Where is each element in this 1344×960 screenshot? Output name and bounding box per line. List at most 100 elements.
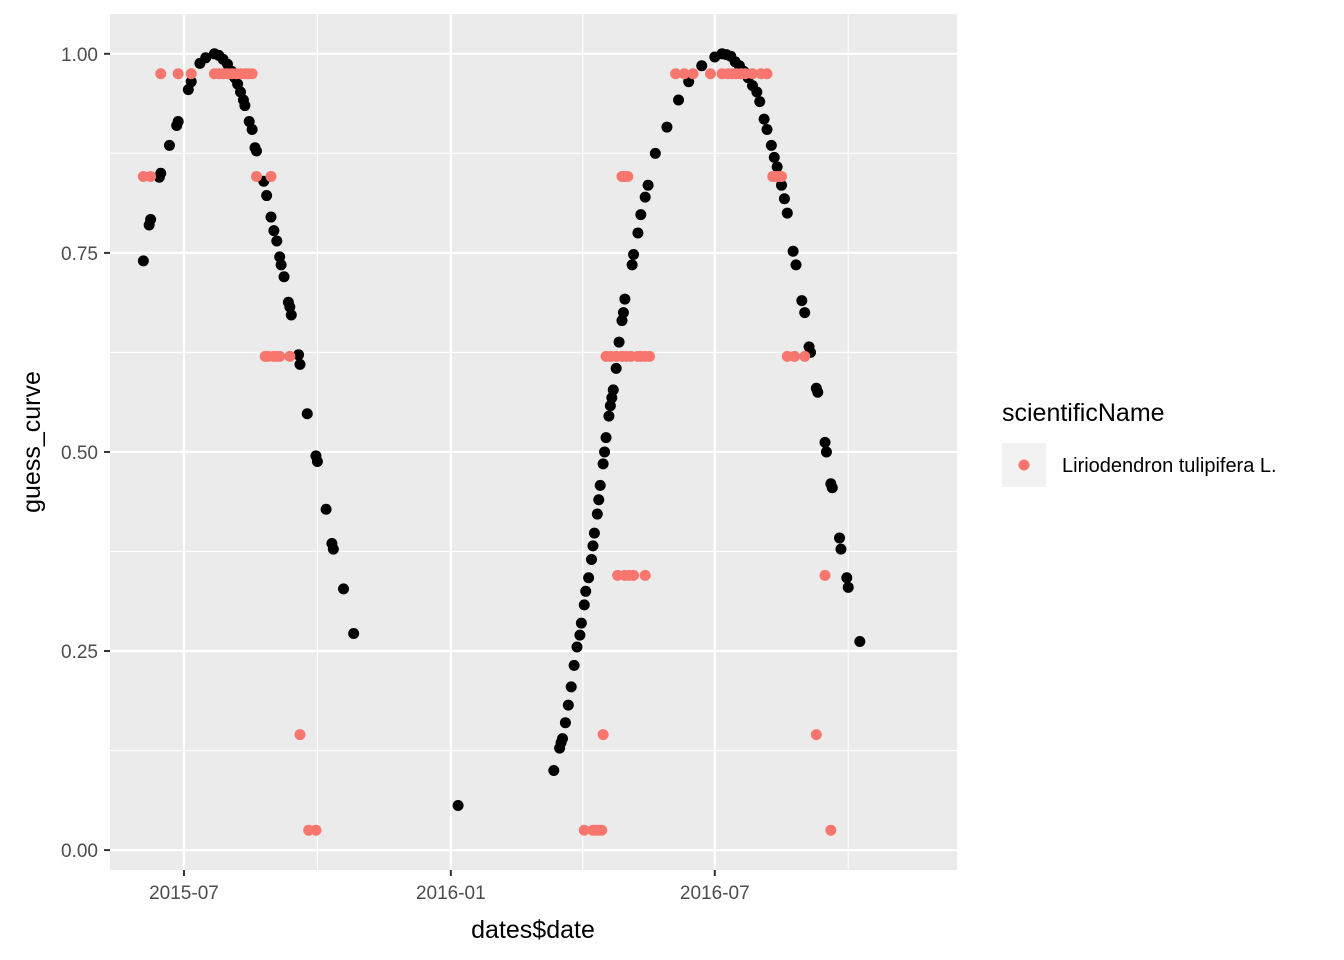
legend-label: Liriodendron tulipifera L. <box>1062 455 1277 477</box>
observation-point <box>310 824 322 836</box>
observation-point <box>597 729 609 741</box>
guess-curve-point <box>155 167 167 179</box>
guess-curve-point <box>548 764 560 776</box>
guess-curve-point <box>593 494 605 506</box>
guess-curve-point <box>320 503 332 515</box>
guess-curve-point <box>854 635 866 647</box>
guess-curve-point <box>562 699 574 711</box>
guess-curve-point <box>285 309 297 321</box>
observation-point <box>155 68 167 80</box>
guess-curve-point <box>271 235 283 247</box>
guess-curve-point <box>246 123 258 135</box>
guess-curve-point <box>812 386 824 398</box>
x-tick-label: 2015-07 <box>149 883 219 904</box>
guess-curve-point <box>583 572 595 584</box>
guess-curve-point <box>574 629 586 641</box>
x-tick-label: 2016-01 <box>416 883 486 904</box>
guess-curve-point <box>754 96 766 108</box>
guess-curve-point <box>781 207 793 219</box>
guess-curve-point <box>642 179 654 191</box>
y-tick-label: 0.25 <box>61 642 98 663</box>
guess-curve-point <box>275 259 287 271</box>
observation-point <box>799 350 811 362</box>
observation-point <box>747 68 758 80</box>
guess-curve-point <box>338 583 350 595</box>
guess-curve-point <box>293 349 305 361</box>
guess-curve-point <box>639 191 651 203</box>
guess-curve-point <box>268 225 280 237</box>
observation-point <box>622 170 634 182</box>
guess-curve-point <box>145 213 157 225</box>
guess-curve-point <box>301 408 313 420</box>
guess-curve-point <box>765 139 777 151</box>
guess-curve-point <box>649 147 661 159</box>
x-axis: 2015-07 2016-01 2016-07 <box>149 870 750 904</box>
guess-curve-point <box>200 52 212 64</box>
major-gridlines <box>110 14 957 870</box>
legend-title: scientificName <box>1002 399 1165 427</box>
guess-curve-point <box>787 245 799 257</box>
guess-curve-point <box>768 151 780 163</box>
guess-curve-point <box>635 209 647 221</box>
observation-point <box>250 170 262 182</box>
observation-point <box>776 170 788 182</box>
guess-curve-point <box>673 94 685 106</box>
guess-curve-point <box>790 259 802 271</box>
observation-series <box>137 68 837 836</box>
guess-curve-point <box>619 293 631 305</box>
guess-curve-point <box>841 572 853 584</box>
guess-curve-point <box>796 295 808 307</box>
observation-point <box>670 68 682 80</box>
y-axis: 0.00 0.25 0.50 0.75 1.00 <box>61 45 110 862</box>
y-tick-label: 0.00 <box>61 841 98 862</box>
x-tick-label: 2016-07 <box>680 883 750 904</box>
guess-curve-point <box>311 456 323 468</box>
guess-curve-point <box>628 248 640 260</box>
guess-curve-point <box>771 161 783 173</box>
x-axis-title: dates$date <box>471 916 595 944</box>
observation-point <box>274 350 286 362</box>
guess-curve-point <box>607 384 619 396</box>
guess-curve-point <box>597 458 609 470</box>
guess-curve-point <box>452 800 464 811</box>
observation-point <box>294 729 306 741</box>
guess-curve-point <box>842 581 854 593</box>
guess-curve-point <box>557 733 569 745</box>
guess-curve-point <box>603 410 615 422</box>
guess-curve-point <box>261 190 273 202</box>
observation-point <box>678 68 690 80</box>
observation-point <box>644 350 656 362</box>
guess-curve-point <box>591 508 603 520</box>
observation-point <box>596 824 608 836</box>
observation-point <box>578 824 590 836</box>
guess-curve-point <box>587 540 599 552</box>
legend-key-point <box>1018 459 1030 471</box>
observation-point <box>687 68 699 80</box>
observation-point <box>265 170 277 182</box>
observation-point <box>628 569 640 581</box>
y-tick-label: 0.50 <box>61 443 98 464</box>
guess-curve-point <box>776 179 788 191</box>
guess-curve-point <box>599 446 611 458</box>
guess-curve-point <box>626 259 638 271</box>
guess-curve-point <box>588 527 600 539</box>
observation-point <box>704 68 716 80</box>
guess-curve-point <box>185 76 197 88</box>
guess-curve-point <box>559 717 571 729</box>
guess-curve-point <box>758 113 770 125</box>
legend: scientificName Liriodendron tulipifera L… <box>1002 399 1277 487</box>
guess-curve-point <box>239 100 251 112</box>
guess-curve-point <box>327 543 339 555</box>
guess-curve-point <box>575 617 587 629</box>
observation-point <box>761 68 773 80</box>
observation-point <box>246 68 258 80</box>
guess-curve-point <box>163 139 175 151</box>
guess-curve-point <box>172 116 184 127</box>
guess-curve-point <box>580 585 592 597</box>
guess-curve-point <box>820 446 832 458</box>
guess-curve-point <box>799 307 811 319</box>
guess-curve-point <box>696 60 708 72</box>
guess-curve-point <box>250 145 262 157</box>
guess-curve-point <box>826 482 838 494</box>
